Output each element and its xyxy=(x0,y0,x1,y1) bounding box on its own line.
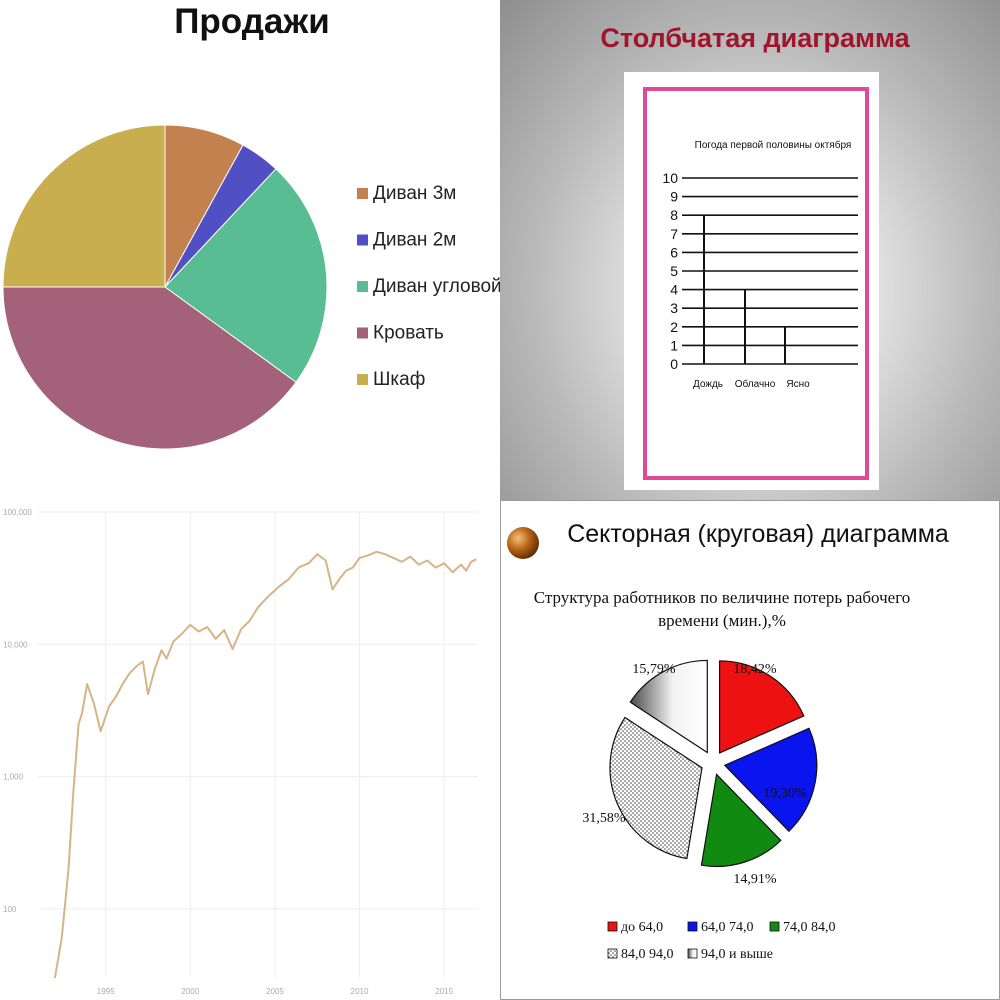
x-tick-label: 2010 xyxy=(351,987,369,996)
pie-slice xyxy=(164,168,328,383)
legend-swatch xyxy=(357,374,368,385)
data-label: 18,42% xyxy=(733,662,777,677)
y-tick-label: 10,000 xyxy=(3,640,28,649)
bullet-icon xyxy=(507,527,539,559)
y-tick-label: 4 xyxy=(670,282,678,298)
legend-label: Шкаф xyxy=(373,369,425,390)
y-tick-label: 0 xyxy=(670,356,678,372)
data-label: 15,79% xyxy=(632,662,676,677)
legend-label: Диван 2м xyxy=(373,230,456,251)
y-tick-label: 100 xyxy=(3,905,17,914)
data-label: 31,58% xyxy=(582,811,626,826)
y-tick-label: 5 xyxy=(670,263,678,279)
x-tick-label: Ясно xyxy=(786,379,810,390)
y-tick-label: 1 xyxy=(670,337,678,353)
sector-slide-title: Секторная (круговая) диаграмма xyxy=(567,520,949,548)
legend-swatch xyxy=(687,921,698,932)
sector-subtitle-line2: времени (мин.),% xyxy=(658,611,786,630)
weather-chart-paper xyxy=(624,72,879,490)
pie-slice xyxy=(718,660,805,754)
data-label: 14,91% xyxy=(733,872,777,887)
x-tick-label: Облачно xyxy=(735,378,776,390)
sector-chart-panel: Секторная (круговая) диаграмма Структура… xyxy=(500,500,1000,1000)
legend-label: Диван угловой xyxy=(373,276,500,297)
y-tick-label: 7 xyxy=(670,226,678,242)
y-tick-label: 6 xyxy=(670,244,678,260)
sector-subtitle-line1: Структура работников по величине потерь … xyxy=(534,588,911,607)
sales-chart-panel: Продажи Диван 3м Диван 2м Диван угловой Кро… xyxy=(0,0,500,500)
y-tick-label: 10 xyxy=(662,170,678,186)
pie-slice xyxy=(609,716,703,860)
index-chart-panel: 1995 2000 2005 2010 2015 100 1,000 10,000 100,00… xyxy=(0,500,500,1000)
y-tick-label: 2 xyxy=(670,319,678,335)
legend-label: Кровать xyxy=(373,323,444,344)
legend-label: 94,0 и выше xyxy=(701,947,773,962)
y-tick-label: 100,000 xyxy=(3,508,32,517)
weather-chart-panel: Столбчатая диаграмма Погода первой полов… xyxy=(500,0,1000,500)
legend-swatch xyxy=(607,948,618,959)
data-label: 19,30% xyxy=(763,786,807,801)
y-tick-label: 1,000 xyxy=(3,773,24,782)
x-tick-label: 2000 xyxy=(181,987,199,996)
pie-slice xyxy=(629,659,708,754)
legend-label: до 64,0 xyxy=(621,920,663,935)
legend-swatch xyxy=(687,948,698,959)
y-tick-label: 8 xyxy=(670,207,678,223)
x-tick-label: 2015 xyxy=(435,987,453,996)
y-tick-label: 3 xyxy=(670,300,678,316)
legend-swatch xyxy=(357,327,368,339)
legend-label: 74,0 84,0 xyxy=(783,920,836,935)
legend-swatch xyxy=(357,188,368,199)
weather-chart-subtitle: Погода первой половины октября xyxy=(695,139,852,151)
pie-slice xyxy=(700,773,782,868)
legend-label: 64,0 74,0 xyxy=(701,920,754,935)
weather-slide-title: Столбчатая диаграмма xyxy=(600,23,910,53)
sales-pie-chart: Продажи Диван 3м Диван 2м Диван угловой Кро… xyxy=(2,2,500,450)
pie-slice xyxy=(2,124,166,288)
legend-label: 84,0 94,0 xyxy=(621,947,674,962)
weather-chart-frame xyxy=(643,87,869,480)
index-series-line xyxy=(53,550,477,979)
sales-chart-title: Продажи xyxy=(174,2,329,41)
x-tick-label: 2005 xyxy=(266,987,284,996)
x-tick-label: 1995 xyxy=(97,987,115,996)
legend-swatch xyxy=(357,234,368,246)
legend-swatch xyxy=(607,921,618,932)
legend-label: Диван 3м xyxy=(373,183,456,204)
y-tick-label: 9 xyxy=(670,189,678,205)
x-tick-label: Дождь xyxy=(693,379,723,390)
pie-slice xyxy=(2,286,297,450)
weather-bar-chart: Столбчатая диаграмма Погода первой полов… xyxy=(600,23,911,490)
sector-slide-frame xyxy=(500,500,1000,1000)
pie-slice xyxy=(723,727,818,833)
legend-swatch xyxy=(357,281,368,292)
sector-pie-chart: Секторная (круговая) диаграмма Структура… xyxy=(507,520,949,962)
index-line-chart: 1995 2000 2005 2010 2015 100 1,000 10,000 100,00… xyxy=(3,508,478,996)
legend-swatch xyxy=(769,921,780,932)
